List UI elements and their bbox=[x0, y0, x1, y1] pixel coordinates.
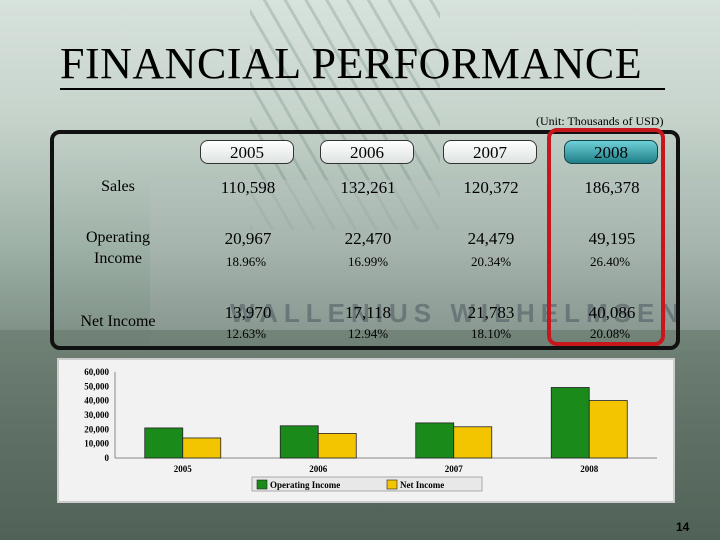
row-label-income: Income bbox=[94, 250, 142, 267]
year-header-2007: 2007 bbox=[443, 140, 537, 164]
net-margin-2007: 18.10% bbox=[470, 326, 512, 341]
bar-net-income-2006 bbox=[317, 433, 357, 459]
sales-2006: 132,261 bbox=[340, 178, 396, 197]
slide-title: FINANCIAL PERFORMANCE bbox=[60, 39, 643, 88]
bar-operating-income-2007 bbox=[415, 422, 455, 459]
row-label-operating: Operating bbox=[86, 229, 150, 246]
bar-operating-income-2008 bbox=[550, 387, 590, 459]
background-ship-text: WALLENIUS WILHELMSEN bbox=[230, 298, 686, 328]
legend-swatch-operating-income bbox=[256, 479, 268, 490]
net-income-2005: 13,970 bbox=[224, 303, 272, 322]
x-tick-label-2006: 2006 bbox=[309, 464, 328, 474]
operating-income-2006: 22,470 bbox=[344, 229, 392, 248]
net-income-2006: 17,118 bbox=[344, 303, 392, 322]
operating-margin-2008: 26.40% bbox=[589, 254, 631, 269]
year-header-2006: 2006 bbox=[320, 140, 414, 164]
legend-box bbox=[251, 476, 483, 492]
sales-2008: 186,378 bbox=[584, 178, 640, 197]
net-income-2008: 40,086 bbox=[588, 303, 636, 322]
y-tick-label: 20,000 bbox=[84, 424, 109, 434]
year-header-2008: 2008 bbox=[564, 140, 658, 164]
net-margin-2005: 12.63% bbox=[225, 326, 267, 341]
x-tick-label-2005: 2005 bbox=[174, 464, 193, 474]
bar-operating-income-2005 bbox=[144, 427, 184, 459]
financial-table bbox=[50, 130, 680, 350]
x-tick-label-2008: 2008 bbox=[580, 464, 599, 474]
background-ship bbox=[150, 180, 720, 350]
operating-income-2007: 24,479 bbox=[467, 229, 515, 248]
legend-swatch-net-income bbox=[386, 479, 398, 490]
year-header-2005: 2005 bbox=[200, 140, 294, 164]
sales-2007: 120,372 bbox=[463, 178, 519, 197]
bar-net-income-2005 bbox=[182, 437, 222, 459]
operating-margin-2005: 18.96% bbox=[225, 254, 267, 269]
sales-2005: 110,598 bbox=[220, 178, 276, 197]
operating-margin-2007: 20.34% bbox=[470, 254, 512, 269]
y-tick-label: 60,000 bbox=[84, 367, 109, 377]
row-label-net-income: Net Income bbox=[80, 313, 156, 330]
title-underline bbox=[60, 88, 665, 90]
operating-income-2005: 20,967 bbox=[224, 229, 272, 248]
bar-net-income-2007 bbox=[453, 426, 493, 459]
y-tick-label: 40,000 bbox=[84, 396, 109, 406]
y-tick-label: 30,000 bbox=[84, 410, 109, 420]
y-tick-label: 0 bbox=[105, 453, 110, 463]
x-tick-label-2007: 2007 bbox=[445, 464, 464, 474]
y-tick-label: 50,000 bbox=[84, 381, 109, 391]
legend-label-operating-income: Operating Income bbox=[270, 480, 340, 490]
legend-label-net-income: Net Income bbox=[400, 480, 444, 490]
net-margin-2008: 20.08% bbox=[589, 326, 631, 341]
y-tick-label: 10,000 bbox=[84, 439, 109, 449]
net-margin-2006: 12.94% bbox=[347, 326, 389, 341]
bar-operating-income-2006 bbox=[279, 425, 319, 459]
page-number: 14 bbox=[676, 520, 690, 534]
operating-margin-2006: 16.99% bbox=[347, 254, 389, 269]
bar-chart: 60,000 50,000 40,000 30,000 20,000 10,000 0 200… bbox=[84, 367, 657, 492]
bar-net-income-2008 bbox=[588, 400, 628, 459]
net-income-2007: 21,783 bbox=[467, 303, 515, 322]
highlight-2008-column bbox=[547, 128, 665, 346]
unit-note: (Unit: Thousands of USD) bbox=[536, 114, 664, 128]
row-label-sales: Sales bbox=[101, 178, 135, 195]
operating-income-2008: 49,195 bbox=[588, 229, 636, 248]
